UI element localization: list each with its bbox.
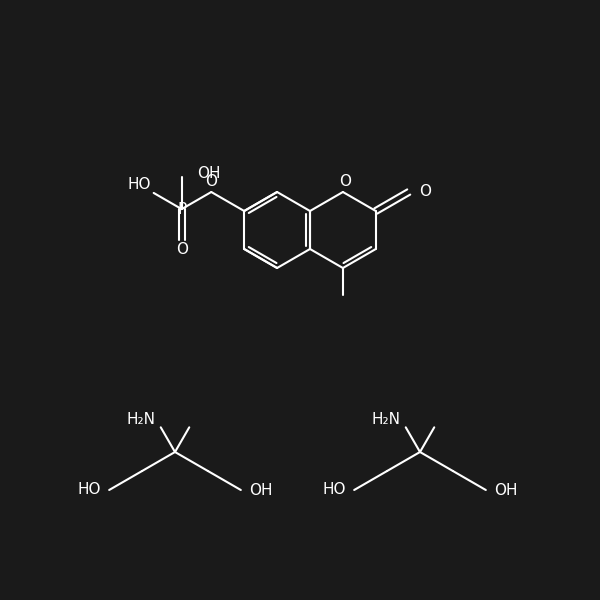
Text: H₂N: H₂N (127, 412, 156, 427)
Text: HO: HO (77, 482, 101, 497)
Text: O: O (205, 175, 217, 190)
Text: OH: OH (197, 166, 220, 181)
Text: HO: HO (323, 482, 346, 497)
Text: O: O (176, 242, 188, 257)
Text: P: P (177, 202, 186, 217)
Text: H₂N: H₂N (372, 412, 401, 427)
Text: O: O (419, 185, 431, 199)
Text: HO: HO (127, 178, 151, 193)
Text: OH: OH (494, 482, 517, 497)
Text: OH: OH (249, 482, 272, 497)
Text: O: O (339, 173, 351, 188)
